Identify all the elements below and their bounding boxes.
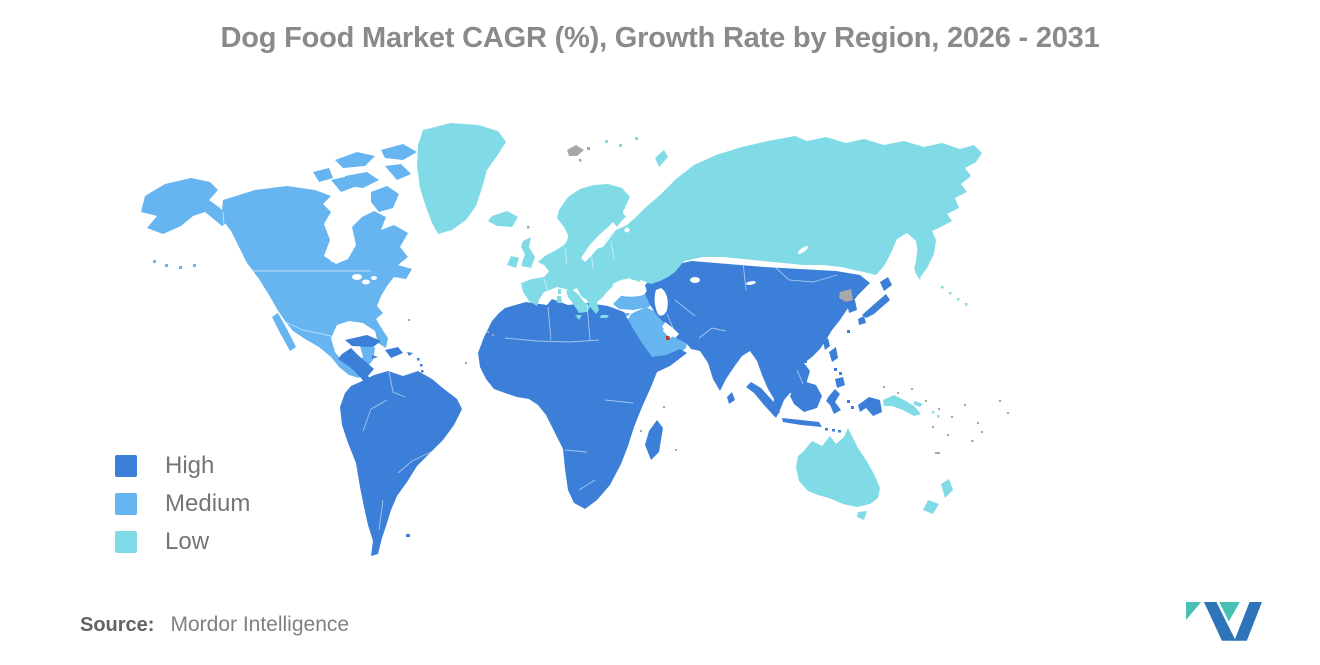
regions-high xyxy=(338,261,892,556)
source-text: Mordor Intelligence xyxy=(170,613,350,636)
country-borders xyxy=(222,211,838,531)
legend-label-low: Low xyxy=(165,528,210,555)
legend: High Medium Low xyxy=(115,451,250,565)
caspian-sea xyxy=(654,288,668,316)
region-japan xyxy=(847,277,892,333)
legend-swatch-low xyxy=(115,531,137,553)
region-south-korea xyxy=(847,300,857,313)
region-qatar-highlight xyxy=(666,336,670,340)
persian-gulf xyxy=(662,322,679,338)
logo-blue-left-stroke xyxy=(1203,602,1236,641)
canadian-arctic-islands xyxy=(313,144,417,212)
region-tasmania xyxy=(857,511,867,520)
legend-swatch-high xyxy=(115,455,137,477)
region-europe-russia xyxy=(521,136,982,314)
chart-title: Dog Food Market CAGR (%), Growth Rate by… xyxy=(220,22,1100,54)
lake-winnipeg xyxy=(330,254,334,262)
region-taiwan xyxy=(823,338,830,350)
region-north-korea xyxy=(839,289,853,302)
inland-seas xyxy=(330,208,809,338)
great-lakes-3 xyxy=(371,276,377,280)
legend-label-medium: Medium xyxy=(165,490,251,517)
region-java xyxy=(782,418,822,427)
region-ireland xyxy=(507,256,519,268)
region-alaska xyxy=(141,178,231,234)
logo-teal-left-triangle xyxy=(1186,602,1202,620)
legend-item-medium: Medium xyxy=(115,489,250,519)
region-australia xyxy=(796,428,880,507)
indonesia-small-islands xyxy=(825,400,854,433)
region-caribbean-islands xyxy=(372,347,424,373)
region-north-america xyxy=(221,186,412,378)
region-united-kingdom xyxy=(521,237,535,268)
region-sakhalin xyxy=(915,248,924,280)
region-greenland xyxy=(417,123,506,234)
black-sea xyxy=(612,279,647,297)
aleutian-islands xyxy=(153,260,196,269)
region-africa xyxy=(478,299,687,509)
great-lakes xyxy=(352,274,362,280)
region-papua-new-guinea xyxy=(883,395,940,418)
source-label: Source: xyxy=(80,614,155,636)
region-sri-lanka xyxy=(727,392,735,404)
region-novaya-zemlya xyxy=(605,137,668,167)
legend-item-high: High xyxy=(115,451,250,481)
region-iceland xyxy=(488,211,518,227)
region-svalbard xyxy=(567,145,590,162)
region-hainan xyxy=(803,359,807,363)
lake-ladoga xyxy=(624,227,630,233)
mordor-logo-svg xyxy=(1186,602,1262,641)
region-madagascar xyxy=(645,420,663,460)
region-west-papua xyxy=(858,397,882,416)
region-philippines xyxy=(829,347,845,388)
aral-sea xyxy=(690,277,700,283)
world-map xyxy=(135,100,1110,605)
mordor-intelligence-logo xyxy=(1186,598,1262,642)
region-scandinavia xyxy=(557,184,630,263)
region-falkland-islands xyxy=(406,534,410,537)
region-asia-mainland xyxy=(642,261,870,418)
legend-item-low: Low xyxy=(115,527,250,557)
regions-low xyxy=(417,123,982,520)
region-borneo xyxy=(790,381,822,412)
logo-teal-middle-triangle xyxy=(1219,602,1240,622)
baltic-sea xyxy=(581,222,617,262)
lake-baikal xyxy=(797,246,809,254)
mediterranean-islands xyxy=(557,289,609,320)
logo-blue-right-stroke xyxy=(1234,602,1262,641)
lake-balkhash xyxy=(746,281,756,285)
region-turkey xyxy=(613,293,654,310)
white-sea xyxy=(623,208,631,216)
region-baja-california xyxy=(272,313,296,351)
legend-swatch-medium xyxy=(115,493,137,515)
source-line: Source: Mordor Intelligence xyxy=(80,613,349,637)
region-central-america xyxy=(338,348,394,393)
region-new-zealand xyxy=(923,479,953,514)
region-sumatra xyxy=(746,382,780,417)
great-lakes-2 xyxy=(362,279,370,285)
kuril-islands xyxy=(941,286,968,306)
legend-label-high: High xyxy=(165,452,215,479)
region-cuba xyxy=(345,335,381,347)
world-map-svg xyxy=(141,123,1009,556)
region-south-america xyxy=(340,371,462,556)
region-sulawesi xyxy=(826,389,841,414)
region-italy xyxy=(566,289,591,313)
regions-no-data xyxy=(408,145,1009,454)
